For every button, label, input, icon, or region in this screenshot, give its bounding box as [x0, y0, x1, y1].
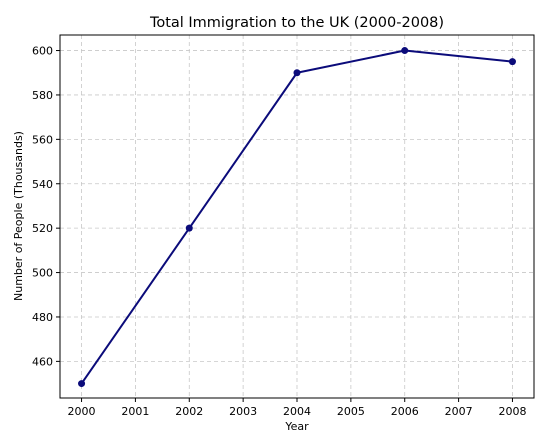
x-axis-label: Year [284, 420, 309, 433]
y-tick-label: 540 [32, 178, 53, 191]
x-tick-label: 2000 [68, 405, 96, 418]
x-tick-label: 2004 [283, 405, 311, 418]
y-tick-label: 600 [32, 45, 53, 58]
grid [60, 35, 534, 398]
y-tick-label: 480 [32, 311, 53, 324]
y-tick-label: 500 [32, 267, 53, 280]
series-layer [78, 47, 516, 388]
y-tick-label: 580 [32, 89, 53, 102]
data-point [78, 380, 86, 388]
y-tick-label: 460 [32, 355, 53, 368]
data-point [293, 69, 301, 77]
plot-frame [59, 34, 535, 399]
x-tick-label: 2003 [229, 405, 257, 418]
x-tick-label: 2001 [121, 405, 149, 418]
x-tick-label: 2008 [498, 405, 526, 418]
y-tick-label: 520 [32, 222, 53, 235]
x-tick-label: 2007 [445, 405, 473, 418]
x-tick-label: 2005 [337, 405, 365, 418]
data-point [508, 58, 516, 66]
y-axis-label: Number of People (Thousands) [12, 131, 25, 301]
x-axis: 2000 2001 2002 2003 2004 2005 2006 2007 2008 [68, 398, 526, 418]
data-point [185, 224, 193, 232]
y-tick-label: 560 [32, 133, 53, 146]
x-tick-label: 2002 [175, 405, 203, 418]
data-point [401, 47, 409, 55]
x-tick-label: 2006 [391, 405, 419, 418]
chart-title: Total Immigration to the UK (2000-2008) [149, 15, 444, 31]
y-axis: 460 480 500 520 540 560 580 600 [32, 45, 60, 368]
